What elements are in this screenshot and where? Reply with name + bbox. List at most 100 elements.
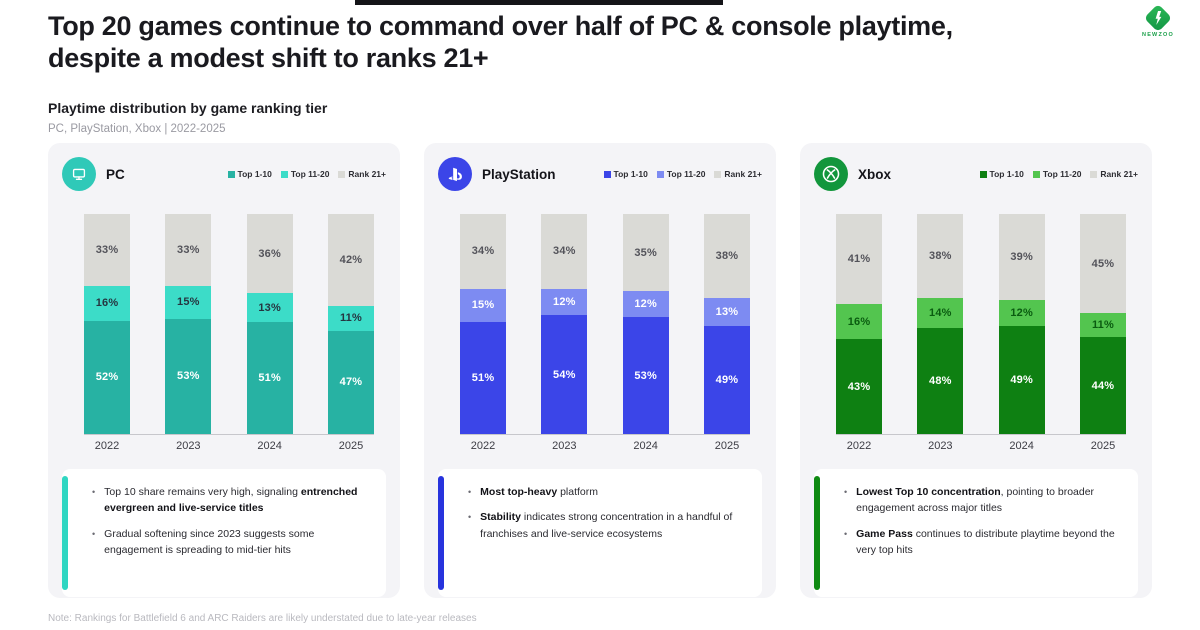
bar-label: 13%	[258, 301, 281, 314]
bar-label: 34%	[553, 245, 576, 258]
bar-chart: 51% 15% 34% 54% 12% 34% 53% 12% 35% 49% 13% 38%	[460, 214, 750, 435]
bullet-item: • Game Pass continues to distribute playt…	[844, 526, 1126, 559]
bar-label: 48%	[929, 375, 952, 388]
stacked-bar: 54% 12% 34%	[541, 214, 588, 434]
bar-label: 14%	[929, 307, 952, 319]
year-label: 2023	[176, 440, 201, 452]
bar-label: 38%	[929, 249, 952, 262]
legend-swatch	[1032, 170, 1040, 178]
legend-item: Rank 21+	[1090, 169, 1138, 179]
panel-xbox: Xbox Top 1-10 Top 11-20 Rank 21+ 43% 16% 41%…	[800, 143, 1152, 598]
year-label: 2025	[1090, 440, 1116, 452]
bar-label: 41%	[847, 253, 871, 266]
legend-item: Rank 21+	[714, 169, 762, 179]
legend-item: Rank 21+	[338, 169, 386, 179]
year-axis: 2022 2023 2024 2025	[84, 440, 374, 452]
year-label: 2024	[257, 440, 282, 452]
legend-item: Top 11-20	[656, 169, 705, 179]
panel-header: PlayStation Top 1-10 Top 11-20 Rank 21+	[438, 157, 762, 191]
bar-label: 13%	[715, 305, 739, 318]
accent-bar	[814, 476, 820, 590]
bar-label: 49%	[715, 374, 739, 387]
stacked-bar: 51% 13% 36%	[246, 214, 293, 434]
bar-segment: 12%	[998, 299, 1045, 327]
bar-segment: 33%	[165, 214, 212, 286]
year-label: 2022	[846, 440, 872, 452]
bar-segment: 11%	[327, 306, 374, 331]
bar-segment: 12%	[541, 288, 588, 316]
bar-label: 12%	[1010, 307, 1033, 319]
year-label: 2022	[470, 440, 496, 452]
bullet-dot: •	[92, 487, 96, 497]
bullet-text: Stability indicates strong concentration…	[480, 511, 733, 540]
bar-label: 15%	[177, 296, 200, 309]
chart-scope: PC, PlayStation, Xbox | 2022-2025	[48, 123, 226, 135]
platform-name: PlayStation	[482, 166, 556, 182]
stacked-bar: 52% 16% 33%	[84, 214, 130, 434]
bar-segment: 36%	[246, 214, 293, 294]
bar-segment: 44%	[1079, 337, 1126, 434]
bullet-dot: •	[92, 528, 96, 539]
chart-subtitle: Playtime distribution by game ranking ti…	[48, 100, 328, 116]
xbox-icon	[814, 157, 848, 191]
bar-segment: 15%	[460, 288, 506, 322]
accent-bar	[438, 476, 444, 590]
bullet-text: Top 10 share remains very high, signalin…	[104, 486, 358, 515]
bar-segment: 51%	[460, 321, 506, 434]
bullet-dot: •	[844, 528, 848, 539]
bar-label: 12%	[553, 296, 576, 308]
stacked-bar: 47% 11% 42%	[327, 213, 374, 434]
bar-segment: 53%	[165, 318, 212, 434]
bar-segment: 54%	[541, 315, 588, 434]
bar-label: 16%	[95, 297, 119, 310]
footnote: Note: Rankings for Battlefield 6 and ARC…	[48, 613, 477, 624]
legend-swatch	[603, 170, 611, 178]
legend-item: Top 1-10	[603, 169, 648, 179]
bar-segment: 16%	[84, 285, 130, 321]
panel-header: PC Top 1-10 Top 11-20 Rank 21+	[62, 157, 386, 191]
bar-segment: 38%	[703, 214, 750, 298]
bar-label: 33%	[95, 243, 119, 256]
year-label: 2024	[1009, 440, 1034, 452]
page-title: Top 20 games continue to command over ha…	[48, 11, 953, 73]
monitor-icon	[62, 157, 96, 191]
bar-label: 49%	[1010, 374, 1033, 387]
bar-label: 42%	[339, 254, 363, 267]
year-axis: 2022 2023 2024 2025	[836, 440, 1126, 452]
bullet-text: Most top-heavy platform	[480, 486, 599, 498]
top-strip	[355, 0, 723, 5]
bar-segment: 38%	[917, 214, 964, 298]
bar-segment: 41%	[836, 214, 882, 305]
legend-swatch	[227, 170, 235, 178]
bullet-dot: •	[844, 487, 848, 497]
platform-name: Xbox	[858, 166, 892, 182]
legend-swatch	[1090, 170, 1098, 178]
legend-swatch	[656, 170, 664, 178]
bar-label: 39%	[1010, 250, 1033, 263]
bar-segment: 53%	[622, 317, 669, 434]
panel-pc: PC Top 1-10 Top 11-20 Rank 21+ 52% 16% 33% 53…	[48, 143, 400, 598]
insight-card: • Most top-heavy platform • Stability indic…	[438, 469, 762, 597]
bar-segment: 43%	[836, 339, 882, 434]
year-label: 2022	[94, 440, 120, 452]
legend: Top 1-10 Top 11-20 Rank 21+	[979, 169, 1138, 179]
bullet-dot: •	[468, 487, 472, 497]
bar-segment: 49%	[998, 326, 1045, 434]
newzoo-logo-icon	[1143, 3, 1173, 33]
stacked-bar: 49% 12% 39%	[998, 214, 1045, 434]
platform-panels: PC Top 1-10 Top 11-20 Rank 21+ 52% 16% 33% 53…	[48, 143, 1152, 598]
bar-label: 43%	[847, 380, 871, 393]
bar-segment: 47%	[327, 330, 374, 434]
bar-label: 12%	[634, 298, 657, 311]
year-label: 2025	[714, 440, 740, 452]
legend-item: Top 11-20	[1032, 169, 1081, 179]
year-label: 2023	[552, 440, 577, 452]
bullet-item: • Lowest Top 10 concentration, pointing t…	[844, 484, 1126, 517]
bar-segment: 11%	[1079, 313, 1126, 338]
bar-label: 44%	[1091, 379, 1115, 392]
bullet-item: • Gradual softening since 2023 suggests s…	[92, 526, 374, 559]
bar-segment: 34%	[460, 214, 506, 289]
legend-swatch	[338, 170, 346, 178]
bullet-list: • Most top-heavy platform • Stability indic…	[468, 484, 750, 542]
bar-segment: 45%	[1079, 214, 1126, 313]
